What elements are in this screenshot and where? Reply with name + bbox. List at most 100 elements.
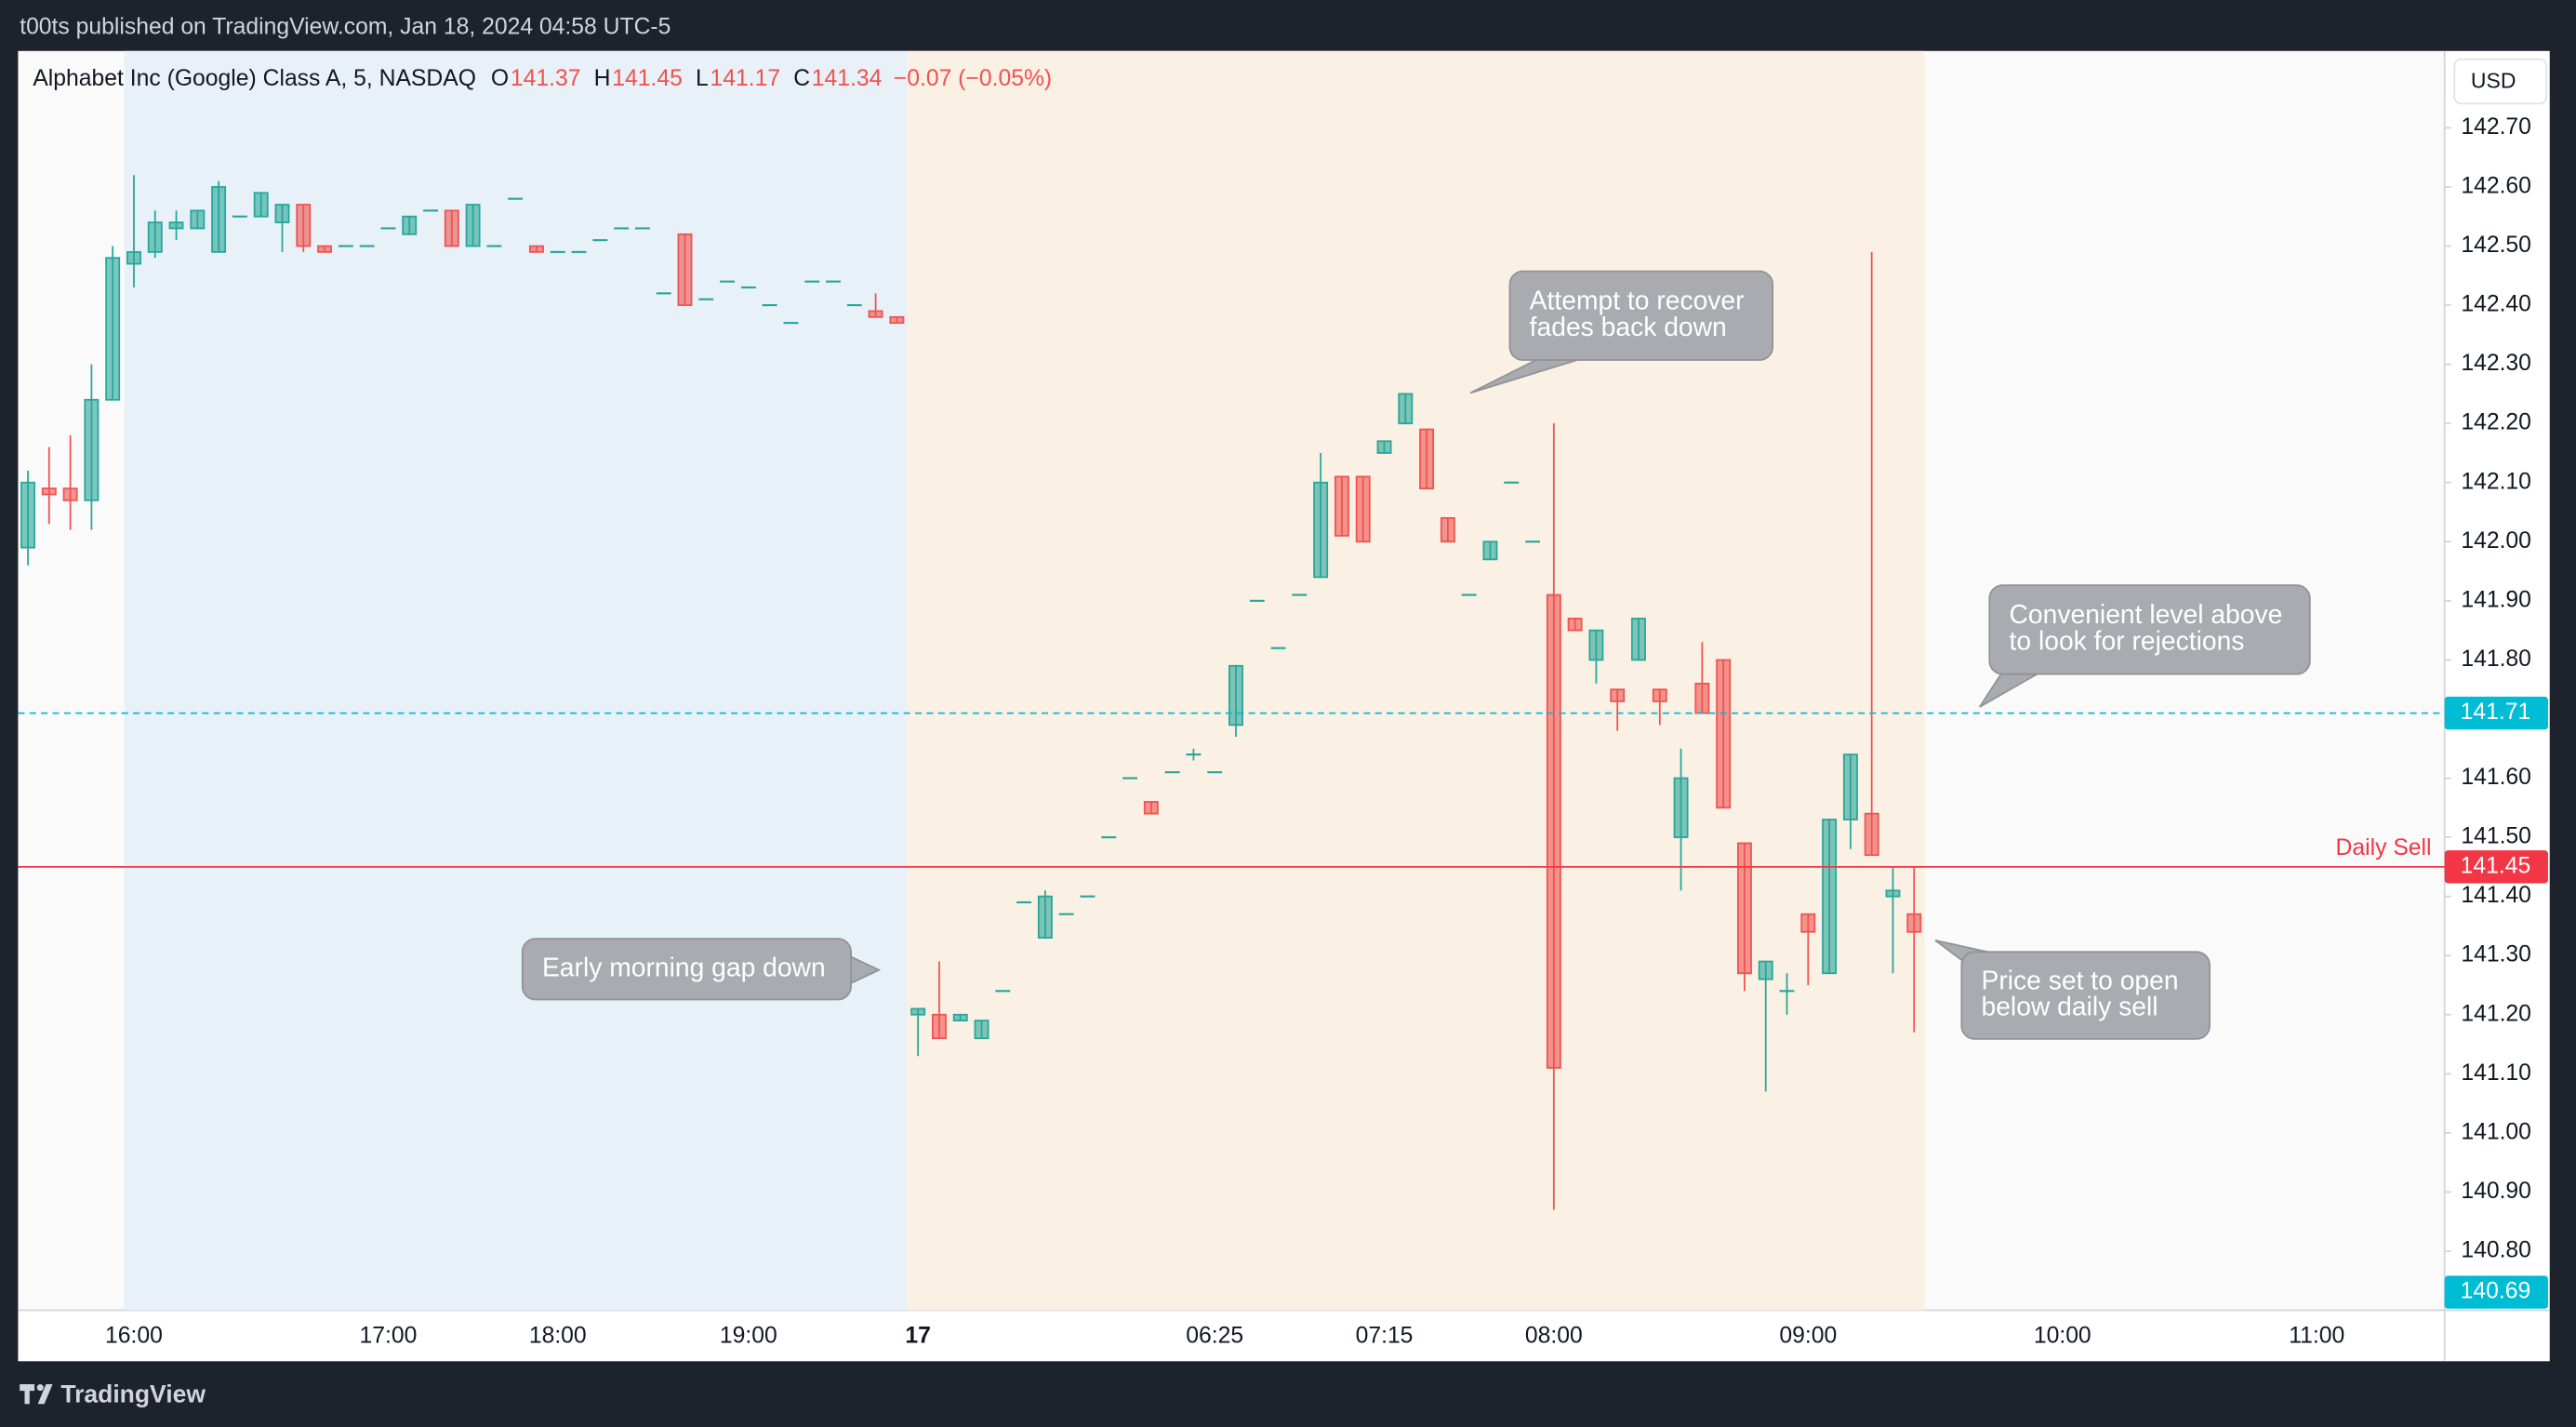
candle-body bbox=[1673, 777, 1689, 838]
candle bbox=[1864, 251, 1879, 857]
candle-body bbox=[698, 298, 714, 300]
candle-body bbox=[508, 197, 524, 200]
candle bbox=[634, 227, 650, 230]
candle-body bbox=[677, 233, 693, 306]
x-tick-label: 11:00 bbox=[2289, 1323, 2344, 1348]
x-tick-label: 17 bbox=[905, 1323, 930, 1348]
ohlc-value: 141.37 bbox=[511, 65, 581, 90]
candle bbox=[232, 215, 247, 218]
y-tick-label: 141.00 bbox=[2461, 1119, 2531, 1144]
candle bbox=[465, 204, 481, 247]
candle-body bbox=[995, 990, 1011, 993]
candle-body bbox=[1610, 688, 1626, 702]
candle-body bbox=[1249, 599, 1265, 602]
candle bbox=[1758, 960, 1773, 1092]
candle bbox=[740, 286, 756, 289]
candle bbox=[359, 245, 375, 247]
candle bbox=[826, 280, 841, 283]
y-tick-label: 142.60 bbox=[2461, 173, 2531, 198]
candle bbox=[1376, 440, 1392, 454]
candle bbox=[274, 204, 290, 252]
logo-part bbox=[20, 1384, 35, 1405]
candle bbox=[1122, 777, 1138, 780]
candle bbox=[1270, 647, 1286, 649]
logo-part bbox=[37, 1384, 53, 1405]
candle-body bbox=[1355, 475, 1371, 543]
candle bbox=[423, 209, 438, 212]
x-tick-label: 07:15 bbox=[1356, 1323, 1414, 1348]
candle-body bbox=[1588, 629, 1604, 661]
y-tick-label: 142.10 bbox=[2461, 469, 2531, 494]
candle bbox=[720, 280, 736, 283]
candle-body bbox=[20, 481, 35, 549]
candle bbox=[147, 210, 163, 259]
session-premarket bbox=[907, 50, 1925, 1311]
candle-body bbox=[614, 227, 630, 230]
ohlc-value: 141.17 bbox=[710, 65, 780, 90]
candle-body bbox=[1906, 913, 1922, 933]
candle bbox=[190, 209, 206, 230]
candle bbox=[1588, 629, 1604, 684]
candle bbox=[1398, 393, 1414, 425]
candle-body bbox=[1228, 664, 1243, 727]
candle-body bbox=[1864, 812, 1879, 857]
candle-body bbox=[359, 245, 375, 247]
currency-button[interactable] bbox=[2453, 58, 2548, 105]
candle-body bbox=[486, 245, 502, 247]
candle-body bbox=[720, 280, 736, 283]
publish-header: t00ts published on TradingView.com, Jan … bbox=[20, 15, 671, 40]
candle bbox=[20, 471, 35, 566]
candle bbox=[1228, 664, 1243, 738]
candle bbox=[486, 245, 502, 247]
currency-label[interactable]: USD bbox=[2471, 68, 2516, 92]
candle bbox=[1673, 748, 1689, 891]
candle-body bbox=[338, 245, 353, 247]
annotation-box bbox=[1988, 584, 2311, 675]
candle bbox=[783, 322, 799, 325]
price-marker-box bbox=[2444, 1275, 2548, 1309]
candle-body bbox=[168, 221, 184, 230]
candle-body bbox=[317, 245, 333, 253]
candle-body bbox=[1440, 516, 1455, 543]
x-tick-label: 17:00 bbox=[360, 1323, 418, 1348]
candle-body bbox=[592, 239, 608, 242]
candle bbox=[1525, 540, 1540, 543]
candle bbox=[317, 245, 333, 253]
candle-body bbox=[932, 1013, 947, 1040]
candle-body bbox=[1292, 593, 1308, 596]
ohlc-change: −0.07 (−0.05%) bbox=[894, 65, 1052, 90]
candle-body bbox=[868, 310, 883, 318]
candle-body bbox=[1122, 777, 1138, 780]
annotation-box bbox=[521, 938, 852, 1001]
candles bbox=[20, 175, 1922, 1210]
candle bbox=[1631, 618, 1646, 661]
candle-body bbox=[232, 215, 247, 218]
candle-body bbox=[1504, 481, 1520, 484]
candle-body bbox=[126, 250, 141, 265]
candle-body bbox=[846, 304, 862, 307]
candle-body bbox=[444, 209, 459, 247]
candle-body bbox=[974, 1020, 989, 1040]
annotation-box bbox=[1508, 270, 1774, 361]
candle bbox=[211, 180, 227, 253]
candle bbox=[1016, 900, 1032, 904]
candle bbox=[1822, 819, 1838, 975]
candle-body bbox=[656, 292, 671, 295]
candle-body bbox=[423, 209, 438, 212]
candle-body bbox=[1842, 754, 1858, 820]
candle-body bbox=[274, 204, 290, 223]
candle-body bbox=[1716, 659, 1732, 809]
x-tick-label: 06:25 bbox=[1186, 1323, 1243, 1348]
candle bbox=[868, 293, 883, 318]
candle bbox=[804, 280, 820, 283]
candle bbox=[952, 1013, 968, 1021]
candle-body bbox=[380, 227, 396, 230]
candle-body bbox=[1164, 771, 1180, 774]
candle-body bbox=[1186, 754, 1202, 756]
candle-body bbox=[952, 1013, 968, 1021]
price-marker-label: 140.69 bbox=[2461, 1279, 2531, 1304]
overlay: 140.80 140.90 141.00 141.10 141.20 141.30 141.… bbox=[18, 114, 2548, 1348]
candle-body bbox=[1334, 475, 1349, 537]
candle-body bbox=[1461, 593, 1477, 596]
